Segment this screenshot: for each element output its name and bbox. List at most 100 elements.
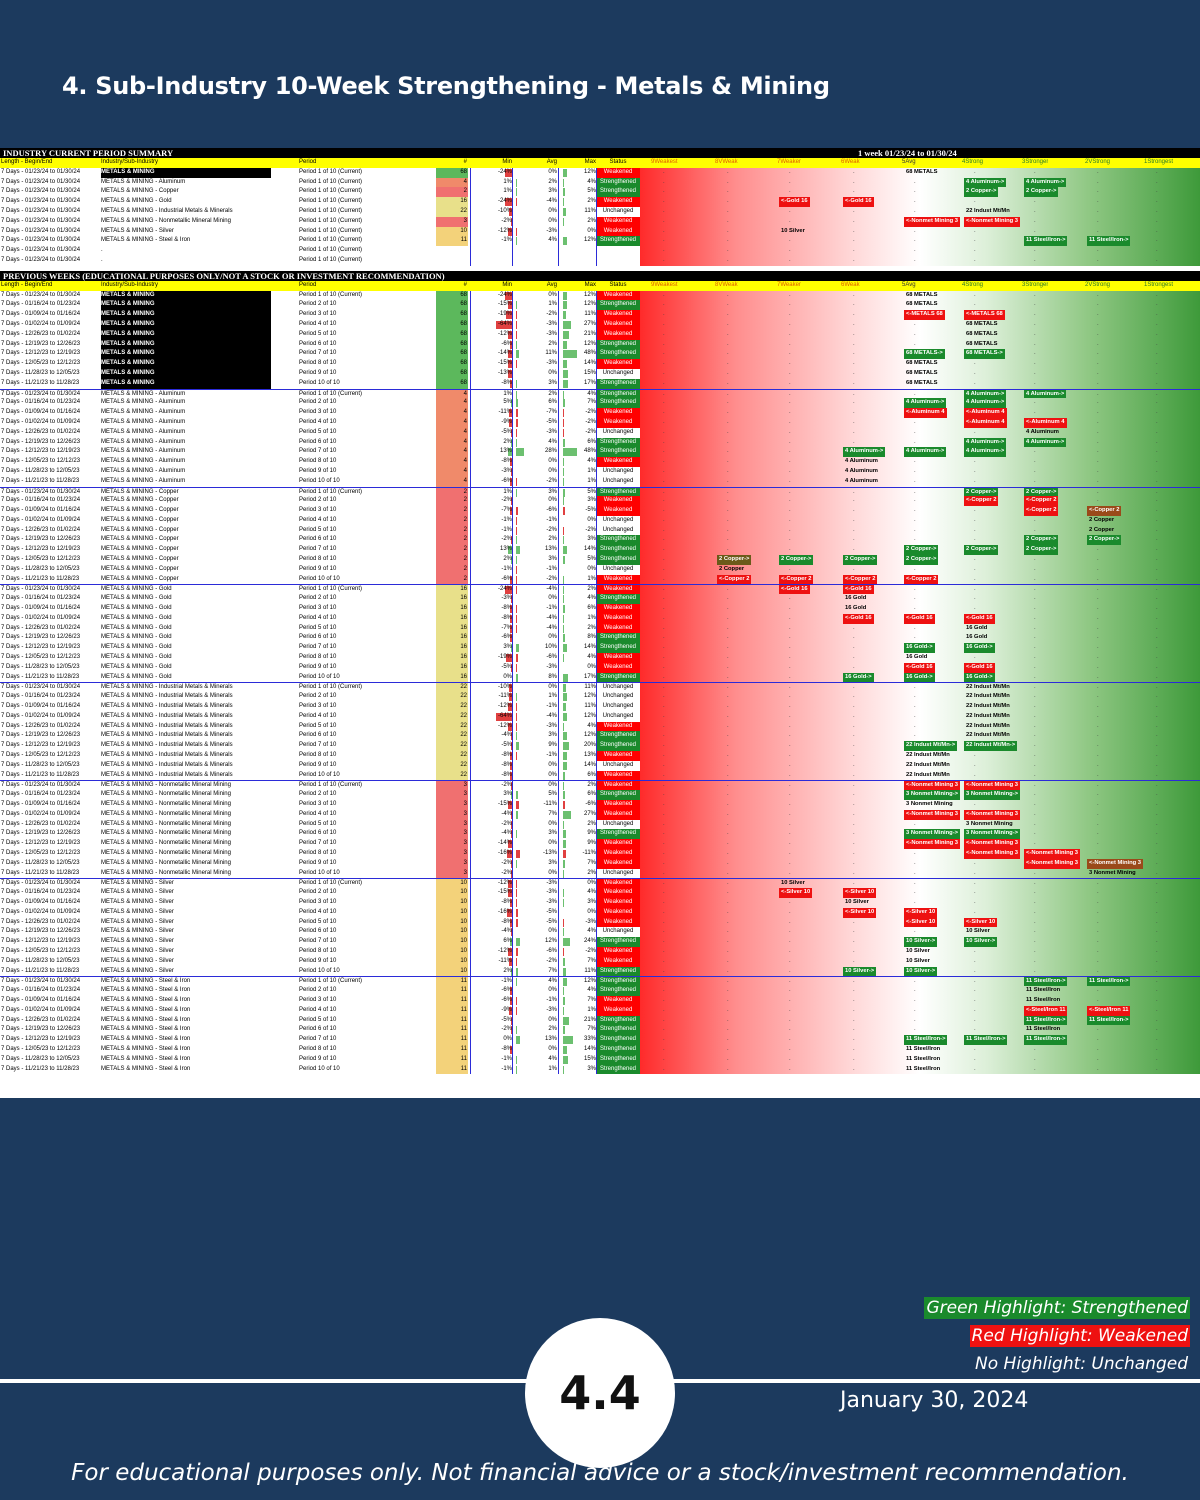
avg-value: 0% <box>548 168 557 175</box>
length-cell: 7 Days - 12/26/23 to 01/02/24 <box>1 330 81 337</box>
max-cell: 24% <box>561 937 596 947</box>
length-cell: 7 Days - 01/23/24 to 01/30/24 <box>1 880 81 887</box>
column-divider <box>596 956 597 967</box>
strength-gradient <box>640 417 1200 428</box>
length-cell: 7 Days - 11/28/23 to 12/05/23 <box>1 663 80 670</box>
level-dot: . <box>974 301 976 308</box>
level-dot: . <box>789 448 791 455</box>
period-cell: Period 5 of 10 <box>299 820 337 827</box>
count-cell: 68 <box>436 319 468 330</box>
table-row: 7 Days - 11/28/23 to 12/05/23 METALS & MI… <box>0 1054 1200 1065</box>
column-divider <box>512 829 513 840</box>
level-header: 1Strongest <box>1144 281 1174 288</box>
max-value: 17% <box>583 379 596 386</box>
level-dot: . <box>914 516 916 523</box>
level-dot: . <box>663 673 665 680</box>
min-cell: 2% <box>476 438 512 448</box>
level-dot: . <box>663 227 665 234</box>
level-dot: . <box>1156 595 1158 602</box>
level-dot: . <box>1156 644 1158 651</box>
column-divider <box>596 594 597 605</box>
strength-tag: 22 Indust Mt/Mn <box>966 693 1010 700</box>
level-dot: . <box>853 869 855 876</box>
min-value: -24% <box>497 291 512 298</box>
max-value: -2% <box>585 418 596 425</box>
column-divider <box>558 197 559 207</box>
column-divider <box>470 692 471 703</box>
status-badge: Unchanged <box>596 476 640 487</box>
status-badge: Weakened <box>596 496 640 507</box>
level-dot: . <box>727 663 729 670</box>
length-cell: 7 Days - 01/23/24 to 01/30/24 <box>1 188 81 195</box>
level-dot: . <box>914 198 916 205</box>
max-cell: 12% <box>561 300 596 310</box>
max-value: 1% <box>587 467 596 474</box>
column-divider <box>558 466 559 477</box>
level-dot: . <box>789 634 791 641</box>
length-cell: 7 Days - 11/21/23 to 11/28/23 <box>1 869 80 876</box>
column-divider <box>470 604 471 614</box>
strength-tag: 11 Steel/Iron <box>1026 996 1061 1003</box>
current-section-label: INDUSTRY CURRENT PERIOD SUMMARY <box>3 148 174 158</box>
column-divider <box>558 206 559 217</box>
column-divider <box>512 839 513 849</box>
level-dot: . <box>663 291 665 298</box>
max-value: 0% <box>587 227 596 234</box>
count-cell: 2 <box>436 187 468 198</box>
level-dot: . <box>727 624 729 631</box>
column-divider <box>470 487 471 498</box>
avg-value: -1% <box>546 565 557 572</box>
table-row: 7 Days - 01/09/24 to 01/16/24 METALS & MI… <box>0 408 1200 418</box>
level-dot: . <box>1097 840 1099 847</box>
max-cell: 4% <box>561 653 596 663</box>
column-divider <box>558 781 559 792</box>
max-cell: 11% <box>561 702 596 712</box>
avg-cell: -13% <box>514 849 557 859</box>
column-divider <box>596 839 597 849</box>
level-dot: . <box>853 654 855 661</box>
max-cell: 8% <box>561 633 596 643</box>
level-dot: . <box>914 703 916 710</box>
avg-cell: -3% <box>514 359 557 369</box>
level-dot: . <box>914 595 916 602</box>
column-divider <box>558 525 559 536</box>
min-cell: -24% <box>476 197 512 207</box>
level-dot: . <box>1097 217 1099 224</box>
avg-value: 0% <box>548 928 557 935</box>
level-dot: . <box>974 227 976 234</box>
industry-cell: METALS & MINING - Industrial Metals & Mi… <box>101 684 233 691</box>
column-divider <box>512 349 513 360</box>
column-divider <box>558 329 559 340</box>
count-cell: 22 <box>436 206 468 217</box>
strength-tag: 2 Copper-> <box>964 487 999 498</box>
level-dot: . <box>1034 654 1036 661</box>
avg-value: 1% <box>548 693 557 700</box>
level-dot: . <box>789 311 791 318</box>
level-dot: . <box>974 575 976 582</box>
avg-cell: 2% <box>514 390 557 400</box>
column-divider <box>596 515 597 526</box>
period-cell: Period 1 of 10 (Current) <box>299 178 363 185</box>
level-dot: . <box>1097 889 1099 896</box>
avg-value: -5% <box>546 908 557 915</box>
avg-value: -3% <box>546 898 557 905</box>
column-divider <box>596 535 597 546</box>
length-cell: 7 Days - 01/16/24 to 01/23/24 <box>1 497 81 504</box>
strength-gradient <box>640 692 1200 703</box>
level-dot: . <box>789 477 791 484</box>
column-divider <box>596 848 597 859</box>
strength-tag: 4 Aluminum-> <box>1024 437 1067 448</box>
status-badge: Strengthened <box>596 487 640 498</box>
max-cell: 4% <box>561 390 596 400</box>
column-divider <box>558 956 559 967</box>
column-header: Avg <box>546 281 557 288</box>
strength-tag: 68 METALS <box>966 330 998 337</box>
max-value: 4% <box>587 390 596 397</box>
column-divider <box>596 574 597 585</box>
min-cell: -8% <box>476 379 512 389</box>
industry-cell: METALS & MINING - Copper <box>101 536 179 543</box>
min-cell: 0% <box>476 1035 512 1045</box>
period-cell: Period 10 of 10 <box>299 575 340 582</box>
strength-tag: <-Gold 16 <box>904 613 935 624</box>
column-divider <box>512 255 513 266</box>
